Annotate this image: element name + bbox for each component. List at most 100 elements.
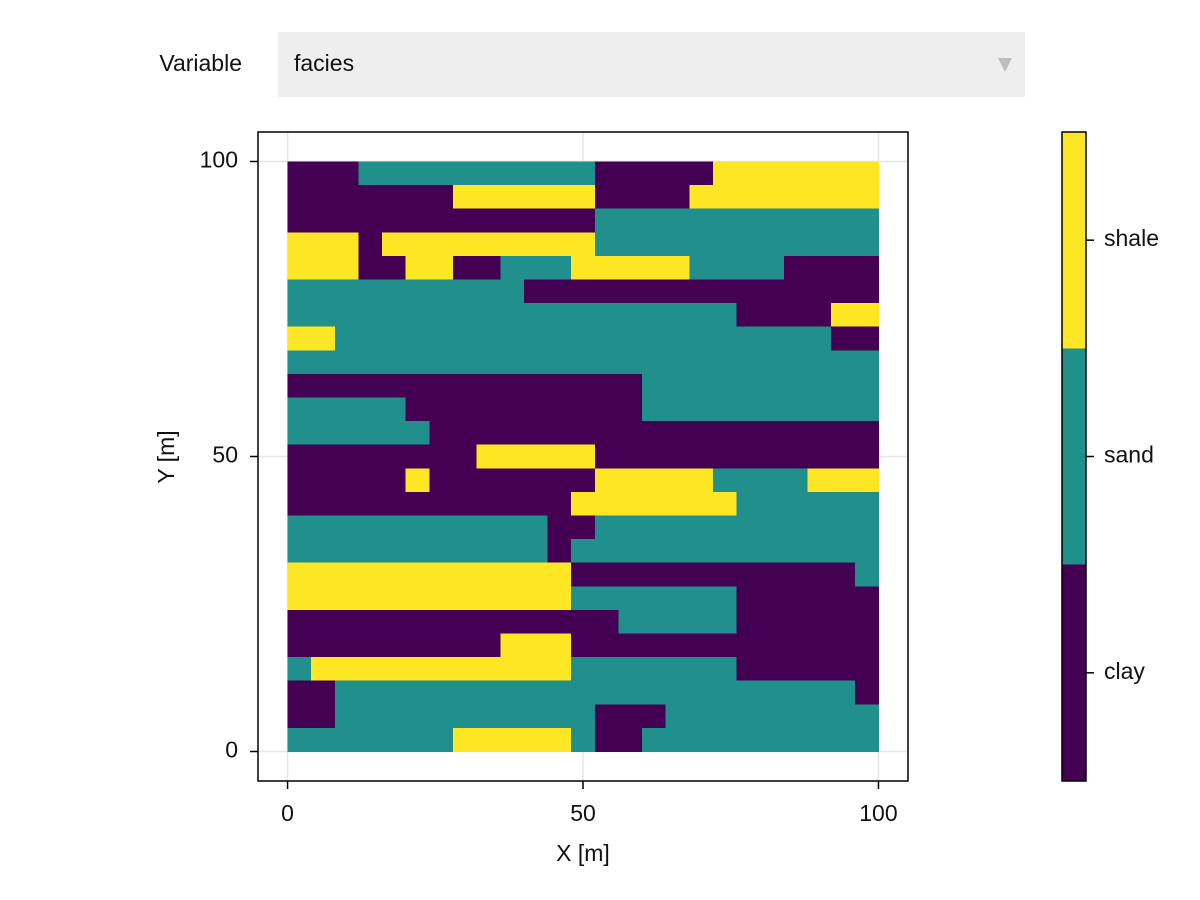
control-label: Variable	[159, 50, 242, 76]
cell	[854, 444, 879, 469]
cell	[618, 326, 643, 351]
cell	[405, 255, 430, 280]
cell	[358, 468, 383, 493]
cell	[358, 562, 383, 587]
cell	[547, 609, 572, 634]
cell	[500, 680, 525, 705]
cell	[736, 208, 761, 233]
cell	[854, 468, 879, 493]
cell	[807, 562, 832, 587]
cell	[453, 303, 478, 328]
cell	[807, 397, 832, 422]
cell	[854, 562, 879, 587]
cell	[736, 255, 761, 280]
cell	[665, 633, 690, 658]
cell	[854, 586, 879, 611]
cell	[736, 421, 761, 446]
cell	[547, 350, 572, 375]
cell	[547, 586, 572, 611]
cell	[358, 397, 383, 422]
cell	[358, 633, 383, 658]
cell	[571, 680, 596, 705]
cell	[831, 255, 856, 280]
cell	[382, 303, 407, 328]
cell	[334, 704, 359, 729]
cell	[713, 586, 738, 611]
cell	[476, 444, 501, 469]
cell	[783, 704, 809, 729]
cell	[358, 185, 383, 210]
cell	[334, 539, 359, 564]
cell	[547, 515, 572, 540]
cell	[500, 279, 525, 304]
cell	[287, 491, 312, 516]
cell	[854, 704, 879, 729]
cell	[713, 657, 738, 682]
dropdown-value[interactable]: facies	[294, 50, 354, 76]
cell	[476, 421, 501, 446]
cell	[807, 208, 832, 233]
cell	[476, 350, 501, 375]
cell	[854, 633, 879, 658]
cell	[618, 444, 643, 469]
cell	[311, 444, 336, 469]
dropdown-box[interactable]	[278, 32, 1025, 97]
cell	[736, 350, 761, 375]
cell	[453, 586, 478, 611]
cell	[476, 468, 501, 493]
cell	[429, 657, 454, 682]
cell	[405, 421, 430, 446]
x-tick-label: 0	[281, 800, 294, 826]
cell	[831, 350, 856, 375]
cell	[523, 373, 549, 398]
cell	[736, 657, 761, 682]
cell	[429, 539, 454, 564]
cell	[453, 657, 478, 682]
cell	[500, 303, 525, 328]
cell	[311, 232, 336, 257]
cell	[287, 232, 312, 257]
cell	[453, 255, 478, 280]
cell	[287, 303, 312, 328]
cell	[382, 704, 407, 729]
cell	[618, 609, 643, 634]
cell	[382, 232, 407, 257]
cell	[642, 350, 667, 375]
cell	[783, 421, 809, 446]
cell	[783, 468, 809, 493]
cell	[500, 468, 525, 493]
cell	[334, 208, 359, 233]
cell	[713, 208, 738, 233]
dropdown-arrow[interactable]	[998, 58, 1012, 72]
cell	[429, 609, 454, 634]
colorbar-segment	[1062, 348, 1086, 565]
cell	[334, 468, 359, 493]
dropdown[interactable]: facies	[278, 32, 1025, 97]
cell	[571, 491, 596, 516]
cell	[382, 444, 407, 469]
cell	[760, 303, 785, 328]
cell	[642, 397, 667, 422]
cell	[783, 279, 809, 304]
cell	[334, 444, 359, 469]
cell	[453, 232, 478, 257]
cell	[382, 727, 407, 752]
cell	[571, 586, 596, 611]
cell	[311, 161, 336, 186]
cell	[287, 515, 312, 540]
cell	[358, 161, 383, 186]
cell	[405, 727, 430, 752]
cell	[736, 727, 761, 752]
cell	[334, 326, 359, 351]
cell	[760, 326, 785, 351]
cell	[311, 633, 336, 658]
cell	[736, 539, 761, 564]
cell	[854, 727, 879, 752]
cell	[689, 350, 714, 375]
cell	[665, 303, 690, 328]
cell	[523, 326, 549, 351]
cell	[642, 468, 667, 493]
cell	[642, 491, 667, 516]
cell	[854, 539, 879, 564]
cell	[453, 727, 478, 752]
